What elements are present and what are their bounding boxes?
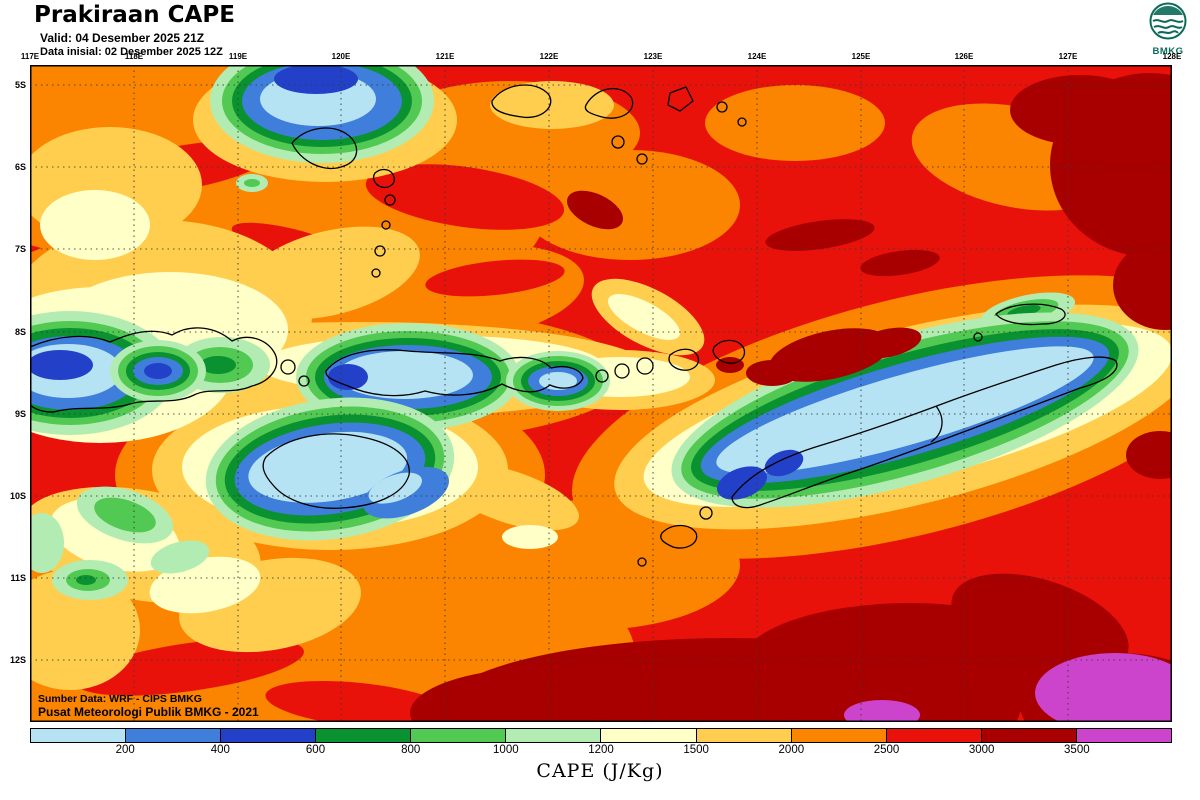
legend-tick-label: 1500 <box>683 744 709 756</box>
legend-tick-label: 1200 <box>588 744 614 756</box>
lon-label: 125E <box>851 52 871 61</box>
cape-low-pool-sulawesi-tip <box>210 39 434 163</box>
lon-label: 121E <box>435 52 455 61</box>
legend-color-bar <box>30 728 1172 743</box>
lat-label: 11S <box>10 573 26 583</box>
legend-tick-label: 2000 <box>778 744 805 756</box>
source-data-line: Sumber Data: WRF - CIPS BMKG <box>38 693 202 705</box>
legend-color-segment <box>980 729 1076 742</box>
legend-tick-label: 3000 <box>968 744 995 756</box>
legend-color-segment <box>1075 729 1171 742</box>
legend-tick-row: 200 400 600 800 1000 1200 1500 2000 2500 3000 3500 <box>30 743 1172 758</box>
legend-color-segment <box>220 729 316 742</box>
coastlines <box>29 84 1118 567</box>
lon-label: 126E <box>954 52 974 61</box>
cape-field-svg <box>0 39 1200 782</box>
lon-label: 127E <box>1058 52 1078 61</box>
lat-label: 7S <box>14 244 26 254</box>
legend-color-segment <box>695 729 791 742</box>
lon-label: 128E <box>1162 52 1182 61</box>
lon-label: 123E <box>643 52 663 61</box>
legend-tick-label: 2500 <box>873 744 900 756</box>
legend-tick-label: 3500 <box>1064 744 1090 756</box>
cape-map: 117E 118E 119E 120E 121E 122E 123E 124E 125E 126E… <box>0 39 1200 782</box>
lat-label: 6S <box>14 162 26 172</box>
legend-tick-label: 1000 <box>493 744 519 756</box>
legend-tick-label: 600 <box>305 744 326 756</box>
lon-label: 120E <box>331 52 351 61</box>
cape-low-pool-sumba <box>205 397 455 541</box>
legend-color-segment <box>31 729 126 742</box>
lat-label: 12S <box>9 655 26 665</box>
page-title: Prakiraan CAPE <box>34 2 235 28</box>
legend-color-segment <box>125 729 221 742</box>
legend-color-segment <box>600 729 696 742</box>
legend-caption: CAPE (J/Kg) <box>536 760 664 782</box>
cape-low-pool-sumbawa <box>110 340 206 402</box>
lat-label: 5S <box>14 80 26 90</box>
valid-time-label: Valid: 04 Desember 2025 21Z <box>40 31 205 45</box>
lon-label: 118E <box>124 52 144 61</box>
lat-label: 9S <box>14 409 26 419</box>
legend-tick-label: 800 <box>401 744 421 756</box>
legend-color-segment <box>315 729 411 742</box>
legend-tick-label: 400 <box>210 744 230 756</box>
lon-label: 122E <box>539 52 559 61</box>
lat-label: 8S <box>14 327 26 337</box>
bmkg-logo-icon <box>1149 2 1187 40</box>
legend-color-segment <box>790 729 886 742</box>
legend-tick-label: 200 <box>115 744 135 756</box>
graticule <box>30 65 1172 722</box>
legend-color-segment <box>885 729 981 742</box>
lon-label: 124E <box>747 52 767 61</box>
lon-label: 117E <box>20 52 40 61</box>
legend-color-segment <box>505 729 601 742</box>
bmkg-logo: BMKG <box>1144 2 1192 57</box>
lat-label: 10S <box>9 491 26 501</box>
legend-color-segment <box>410 729 506 742</box>
lon-label: 119E <box>228 52 248 61</box>
bmkg-logo-label: BMKG <box>1152 46 1184 57</box>
initial-data-label: Data inisial: 02 Desember 2025 12Z <box>40 46 223 58</box>
source-org-line: Pusat Meteorologi Publik BMKG - 2021 <box>38 705 259 719</box>
cape-legend: 200 400 600 800 1000 1200 1500 2000 2500 3000 3500 <box>30 728 1172 758</box>
